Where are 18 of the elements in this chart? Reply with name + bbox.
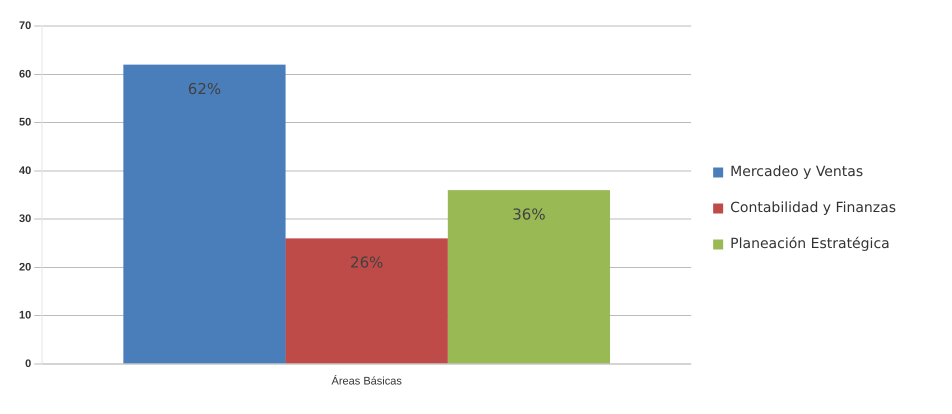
- y-tick-label: 60: [18, 68, 32, 80]
- data-label: 36%: [512, 205, 546, 224]
- bar: [448, 190, 610, 364]
- y-tick-label: 0: [25, 358, 32, 370]
- y-tick-label: 30: [18, 213, 32, 226]
- y-tick-label: 70: [18, 20, 32, 32]
- y-tick-label: 20: [18, 261, 32, 274]
- bar: [286, 238, 448, 364]
- y-tick-label: 10: [18, 310, 32, 322]
- legend-label: Mercadeo y Ventas: [730, 164, 864, 180]
- data-label: 62%: [188, 80, 222, 98]
- bar: [123, 64, 286, 364]
- y-tick-label: 50: [18, 116, 32, 129]
- legend-label: Planeación Estratégica: [730, 236, 890, 252]
- x-tick-label: Áreas Básicas: [332, 374, 402, 388]
- y-tick-label: 40: [18, 164, 32, 177]
- legend-label: Contabilidad y Finanzas: [730, 200, 896, 216]
- data-label: 26%: [350, 254, 384, 272]
